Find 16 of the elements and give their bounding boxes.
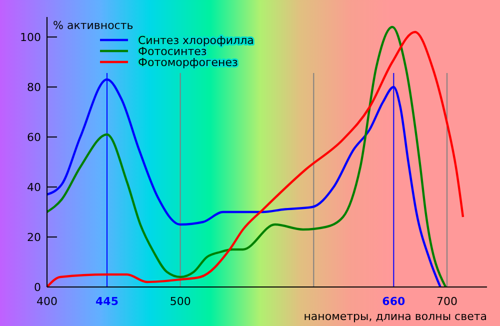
legend-label: Синтез хлорофилла (138, 34, 254, 47)
x-tick-label: 445 (96, 295, 118, 308)
x-tick-label: 500 (170, 295, 191, 308)
y-tick-label: 60 (27, 130, 41, 144)
y-tick-label: 0 (34, 280, 41, 294)
legend-label: Фотосинтез (138, 44, 207, 58)
legend-label: Фотоморфогенез (138, 56, 238, 69)
x-axis-title: нанометры, длина волны света (304, 310, 487, 323)
y-tick-label: 100 (20, 30, 41, 44)
x-tick-label: 660 (382, 295, 406, 308)
y-tick-label: 40 (27, 180, 41, 194)
x-tick-label: 400 (36, 295, 58, 308)
x-tick-label: 700 (436, 295, 458, 308)
y-tick-label: 20 (27, 230, 41, 244)
y-axis-title: % активность (53, 19, 134, 32)
y-tick-label: 80 (27, 80, 41, 94)
